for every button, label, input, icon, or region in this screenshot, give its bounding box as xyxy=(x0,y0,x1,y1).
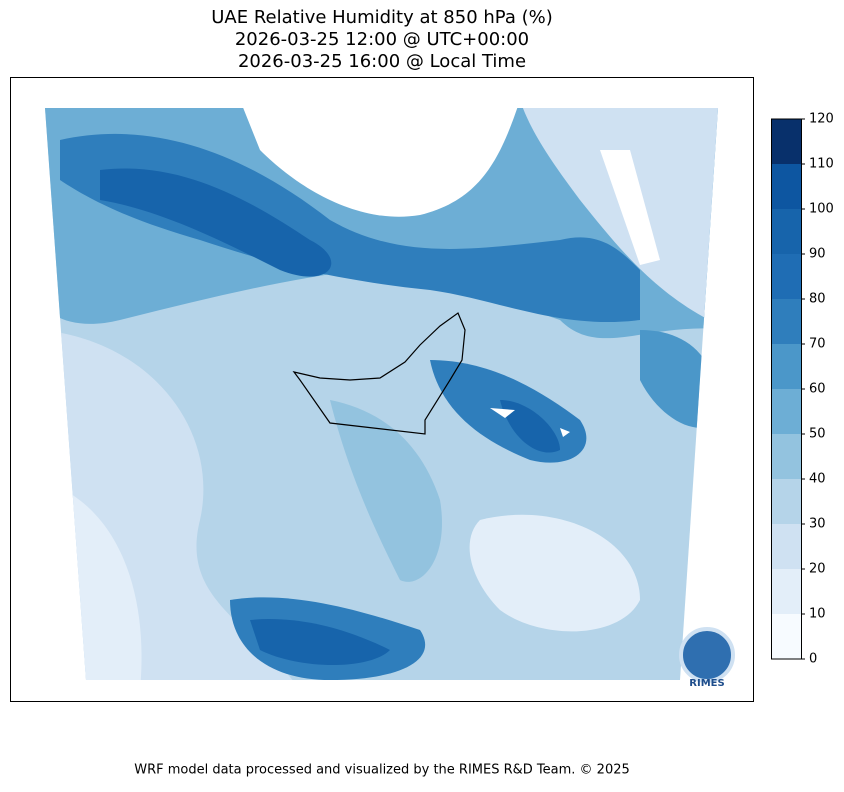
colorbar-segment xyxy=(771,434,801,479)
colorbar-segment xyxy=(771,479,801,524)
colorbar-tick-label: 40 xyxy=(809,472,826,487)
colorbar-tick-label: 100 xyxy=(809,202,834,217)
colorbar-segment xyxy=(771,524,801,569)
colorbar-segment xyxy=(771,614,801,659)
colorbar-tick-label: 80 xyxy=(809,292,826,307)
uae-border xyxy=(292,312,466,435)
colorbar-tick-label: 0 xyxy=(809,652,817,667)
title-line: 2026-03-25 16:00 @ Local Time xyxy=(238,51,526,72)
colorbar-segment xyxy=(771,164,801,209)
colorbar-tick-label: 50 xyxy=(809,427,826,442)
title-line: 2026-03-25 12:00 @ UTC+00:00 xyxy=(235,29,529,50)
colorbar-tick-label: 90 xyxy=(809,247,826,262)
colorbar-segment xyxy=(771,389,801,434)
colorbar-tick-label: 60 xyxy=(809,382,826,397)
colorbar: 0 10 20 30 40 50 60 70 80 90 100 110 120 xyxy=(771,112,834,667)
colorbar-segment xyxy=(771,209,801,254)
colorbar-segment xyxy=(771,254,801,299)
colorbar-tick-label: 120 xyxy=(809,112,834,127)
map-frame xyxy=(10,77,754,702)
colorbar-tick-label: 70 xyxy=(809,337,826,352)
colorbar-tick-label: 110 xyxy=(809,157,834,172)
humidity-field xyxy=(45,108,718,680)
colorbar-segment xyxy=(771,119,801,164)
colorbar-segment xyxy=(771,299,801,344)
colorbar-tick-label: 30 xyxy=(809,517,826,532)
footer: WRF model data processed and visualized … xyxy=(134,763,630,778)
logo-mark xyxy=(679,627,735,683)
colorbar-tick-label: 20 xyxy=(809,562,826,577)
colorbar-segment xyxy=(771,569,801,614)
logo-text: RIMES xyxy=(689,678,724,689)
colorbar-tick-label: 10 xyxy=(809,607,826,622)
title-line: UAE Relative Humidity at 850 hPa (%) xyxy=(211,7,552,28)
colorbar-segment xyxy=(771,344,801,389)
